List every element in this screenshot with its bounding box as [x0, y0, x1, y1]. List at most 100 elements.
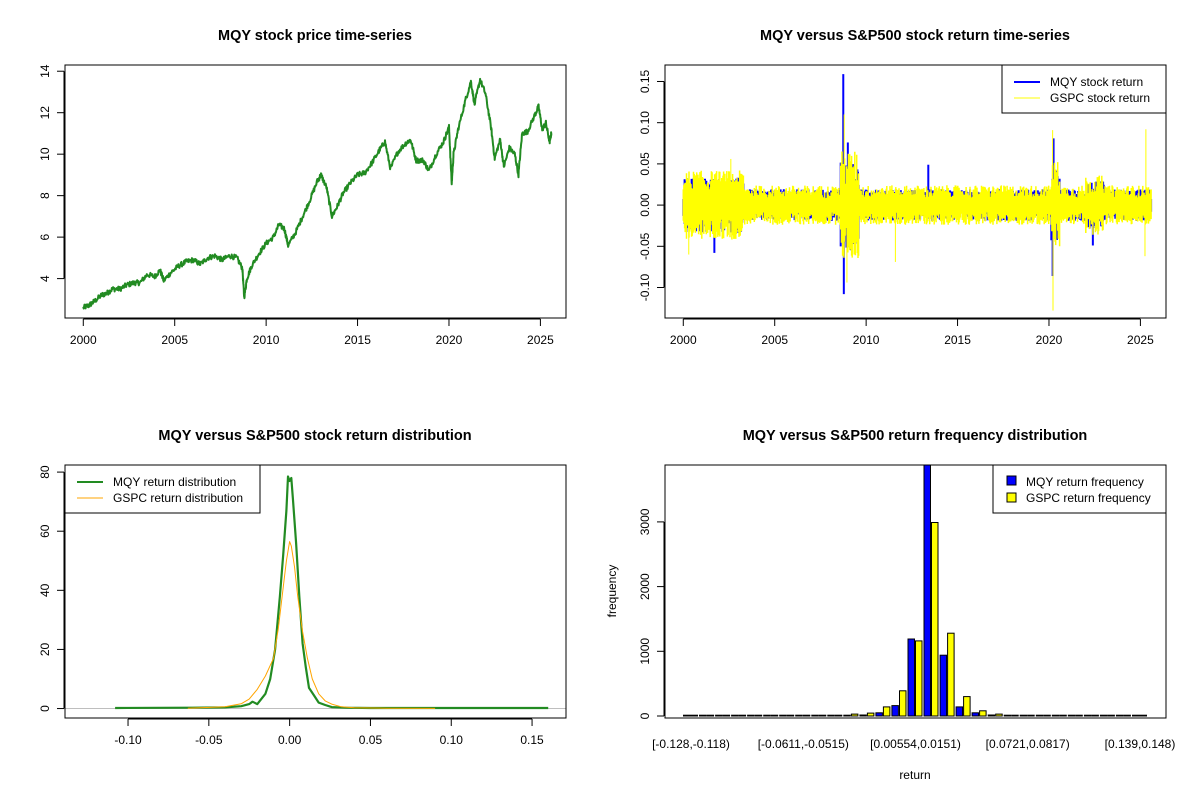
- legend-label-mqy-return: MQY stock return: [1050, 75, 1143, 89]
- histogram-bar-gspc: [1139, 714, 1147, 717]
- histogram-x-tick-label: [-0.0611,-0.0515): [758, 737, 849, 751]
- histogram-bar-gspc: [1123, 714, 1131, 717]
- histogram-bar-gspc: [866, 712, 875, 717]
- histogram-bar-mqy: [1067, 714, 1076, 717]
- legend-label-mqy-density: MQY return distribution: [113, 475, 236, 489]
- price-x-tick-label: 2005: [161, 333, 188, 347]
- returns-x-tick-label: 2025: [1127, 333, 1154, 347]
- histogram-plot-frame: [664, 464, 1167, 719]
- density-legend: MQY return distribution GSPC return dist…: [64, 464, 261, 514]
- histogram-y-axis-label: frequency: [605, 565, 619, 618]
- price-y-tick-label: 6: [38, 233, 52, 240]
- density-y-tick-label: 0: [38, 705, 52, 712]
- density-y-tick-label: 80: [38, 465, 52, 479]
- legend-label-mqy-frequency: MQY return frequency: [1026, 475, 1144, 489]
- returns-y-tick-label: 0.15: [638, 69, 652, 93]
- histogram-bar-mqy: [987, 714, 996, 717]
- histogram-bar-mqy: [1132, 714, 1140, 717]
- histogram-bar-mqy: [1003, 714, 1012, 717]
- histogram-bar-mqy: [1099, 714, 1108, 717]
- histogram-bar-mqy: [875, 712, 883, 717]
- histogram-bar-gspc: [947, 632, 955, 717]
- density-chart-title: MQY versus S&P500 stock return distribut…: [158, 428, 471, 444]
- histogram-bar-gspc: [770, 714, 779, 717]
- histogram-bar-gspc: [754, 714, 763, 717]
- histogram-legend: MQY return frequency GSPC return frequen…: [992, 464, 1167, 514]
- price-x-tick-label: 2020: [436, 333, 463, 347]
- histogram-bar-gspc: [899, 690, 907, 717]
- legend-swatch-gspc-frequency: [1006, 492, 1017, 503]
- returns-plot-frame: [664, 64, 1167, 319]
- price-y-tick-label: 12: [38, 106, 52, 120]
- legend-swatch-mqy-frequency: [1006, 475, 1017, 486]
- histogram-bar-mqy: [763, 714, 771, 717]
- price-x-tick-label: 2025: [527, 333, 554, 347]
- density-legend-box: [64, 464, 261, 514]
- histogram-bar-mqy: [971, 712, 980, 717]
- histogram-bar-mqy: [827, 714, 835, 717]
- histogram-bar-gspc: [738, 714, 747, 717]
- returns-y-tick-label: -0.05: [638, 232, 652, 260]
- density-y-tick-label: 60: [38, 524, 52, 538]
- histogram-bar-mqy: [923, 465, 931, 717]
- price-x-tick-label: 2015: [344, 333, 371, 347]
- histogram-bar-gspc: [931, 522, 939, 717]
- histogram-bar-mqy: [699, 714, 707, 717]
- density-x-tick-label: -0.05: [195, 733, 223, 747]
- histogram-bar-gspc: [995, 713, 1003, 717]
- histogram-chart: MQY versus S&P500 return frequency distr…: [605, 428, 1175, 782]
- histogram-bar-gspc: [802, 714, 811, 717]
- density-chart: MQY versus S&P500 stock return distribut…: [38, 428, 567, 747]
- density-x-tick-label: 0.05: [359, 733, 383, 747]
- histogram-bar-mqy: [715, 714, 723, 717]
- histogram-bar-gspc: [1027, 714, 1035, 717]
- price-y-tick-label: 14: [38, 64, 52, 78]
- histogram-bar-gspc: [963, 696, 971, 717]
- price-series-line-mqy: [82, 77, 553, 310]
- histogram-bar-mqy: [1051, 714, 1060, 717]
- price-x-tick-label: 2000: [70, 333, 97, 347]
- returns-x-tick-label: 2015: [944, 333, 971, 347]
- histogram-bar-mqy: [1035, 714, 1044, 717]
- histogram-bar-mqy: [843, 714, 851, 717]
- histogram-y-tick-label: 1000: [638, 638, 652, 665]
- histogram-bar-gspc: [1091, 714, 1099, 717]
- histogram-chart-title: MQY versus S&P500 return frequency distr…: [743, 428, 1088, 444]
- histogram-bar-mqy: [811, 714, 819, 717]
- histogram-y-tick-label: 2000: [638, 573, 652, 600]
- histogram-legend-box: [992, 464, 1167, 514]
- returns-y-tick-label: 0.10: [638, 111, 652, 135]
- histogram-x-tick-label: [0.0721,0.0817): [986, 737, 1070, 751]
- returns-chart: MQY versus S&P500 stock return time-seri…: [638, 28, 1167, 347]
- returns-series-gspc-band: [682, 151, 1152, 258]
- histogram-x-axis-label: return: [899, 768, 930, 782]
- density-x-tick-label: 0.10: [440, 733, 464, 747]
- legend-label-gspc-return: GSPC stock return: [1050, 91, 1150, 105]
- density-plot-frame: [64, 464, 567, 719]
- histogram-bar-gspc: [1075, 714, 1083, 717]
- histogram-bar-mqy: [891, 705, 899, 717]
- histogram-bar-mqy: [1083, 714, 1092, 717]
- returns-chart-title: MQY versus S&P500 stock return time-seri…: [760, 28, 1070, 44]
- histogram-bar-mqy: [683, 714, 691, 717]
- returns-y-tick-label: -0.10: [638, 274, 652, 302]
- histogram-bar-gspc: [1043, 714, 1051, 717]
- histogram-bar-gspc: [915, 640, 923, 717]
- density-x-tick-label: 0.15: [520, 733, 544, 747]
- histogram-bar-mqy: [1019, 714, 1028, 717]
- histogram-bar-gspc: [882, 706, 891, 717]
- returns-x-tick-label: 2020: [1036, 333, 1063, 347]
- histogram-bar-gspc: [850, 713, 859, 717]
- histogram-x-tick-label: [-0.128,-0.118): [652, 737, 730, 751]
- histogram-y-tick-label: 3000: [638, 508, 652, 535]
- density-series-line-gspc: [187, 541, 436, 709]
- returns-x-tick-label: 2010: [853, 333, 880, 347]
- histogram-bar-mqy: [731, 714, 739, 717]
- histogram-bar-mqy: [955, 706, 964, 717]
- histogram-bar-gspc: [706, 714, 715, 717]
- returns-y-tick-label: 0.00: [638, 193, 652, 217]
- density-y-tick-label: 40: [38, 583, 52, 597]
- returns-x-tick-label: 2005: [761, 333, 788, 347]
- legend-label-gspc-frequency: GSPC return frequency: [1026, 491, 1151, 505]
